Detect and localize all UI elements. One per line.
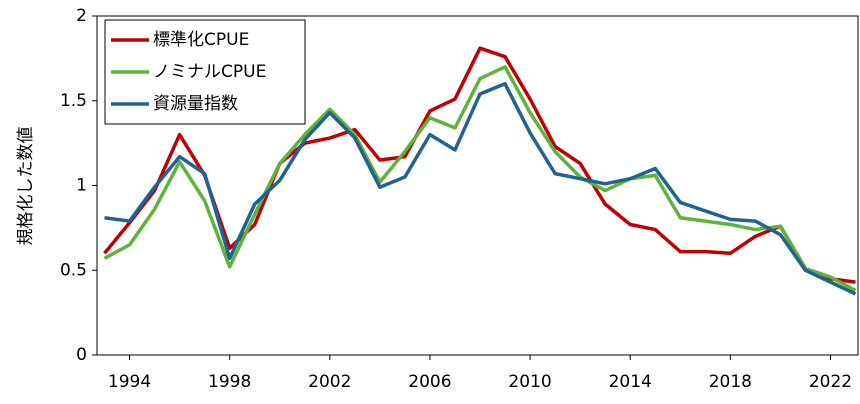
x-tick-label: 2006 bbox=[408, 372, 451, 392]
x-tick-label: 2014 bbox=[609, 372, 652, 392]
series-line bbox=[103, 46, 856, 284]
y-axis-label: 規格化した数値 bbox=[16, 127, 36, 246]
x-tick-label: 2022 bbox=[809, 372, 852, 392]
legend-label: 資源量指数 bbox=[153, 94, 238, 114]
legend-label: ノミナルCPUE bbox=[153, 62, 266, 82]
y-tick-label: 0 bbox=[76, 345, 87, 365]
x-tick-label: 2010 bbox=[508, 372, 551, 392]
y-tick-label: 2 bbox=[76, 6, 87, 26]
x-tick-label: 1994 bbox=[108, 372, 151, 392]
y-tick-label: 0.5 bbox=[60, 260, 87, 280]
y-tick-label: 1.5 bbox=[60, 91, 87, 111]
legend-label: 標準化CPUE bbox=[153, 30, 249, 50]
y-tick-label: 1 bbox=[76, 176, 87, 196]
series-line bbox=[103, 65, 857, 293]
x-tick-label: 2002 bbox=[308, 372, 351, 392]
series-line bbox=[104, 82, 857, 296]
x-tick-label: 2018 bbox=[709, 372, 752, 392]
x-tick-label: 1998 bbox=[208, 372, 251, 392]
